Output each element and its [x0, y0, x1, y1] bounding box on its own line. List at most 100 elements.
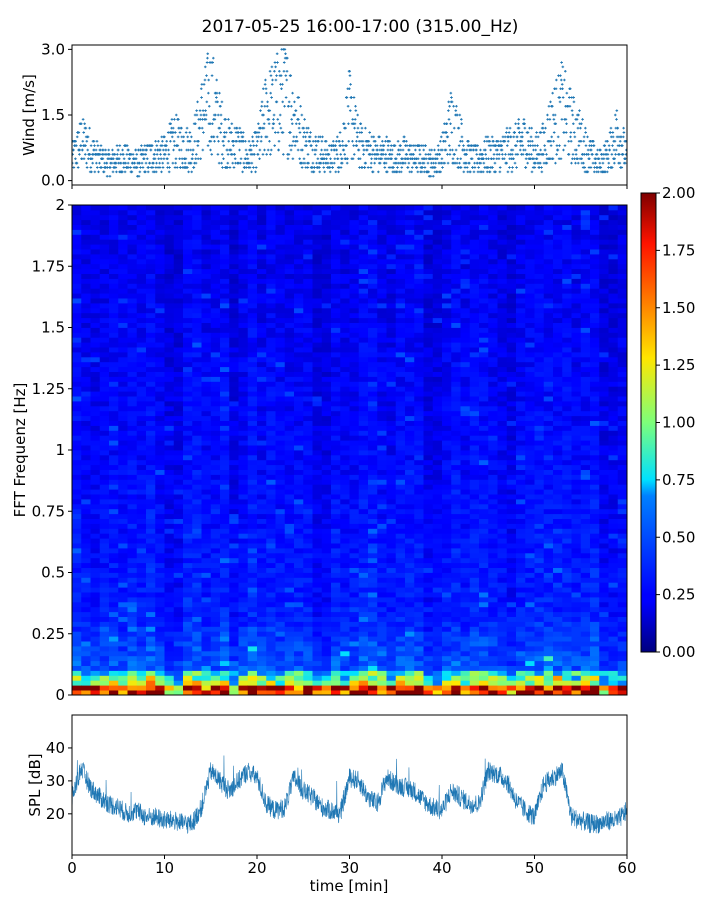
spectrogram-cell [247, 361, 258, 368]
wind-point [88, 126, 91, 130]
wind-point [507, 131, 511, 134]
spectrogram-cell [192, 278, 202, 284]
spectrogram-cell [275, 577, 286, 583]
spectrogram-cell [220, 641, 230, 647]
spectrogram-cell [266, 303, 276, 309]
spectrogram-cell [72, 572, 82, 578]
spectrogram-cell [118, 219, 128, 225]
spectrogram-cell [136, 469, 147, 475]
spectrogram-cell [321, 435, 332, 441]
spectrogram-cell [321, 312, 332, 319]
spectrogram-cell [192, 405, 202, 412]
spectrogram-cell [118, 518, 128, 524]
spectrogram-cell [90, 508, 101, 515]
wind-point [616, 126, 620, 130]
spectrogram-cell [109, 479, 119, 485]
wind-point [603, 144, 607, 147]
spectrogram-cell [294, 268, 304, 274]
spectrogram-cell [229, 396, 239, 402]
wind-point [175, 166, 179, 169]
spectrogram-cell [81, 396, 91, 402]
spectrogram-cell [266, 552, 276, 559]
wind-point [503, 139, 507, 143]
spectrogram-cell [72, 209, 82, 216]
spectrogram-cell [72, 420, 82, 426]
wind-point [244, 139, 247, 143]
spectrogram-cell [275, 685, 286, 691]
spectrogram-cell [183, 347, 193, 353]
spectrogram-cell [349, 543, 360, 549]
spectrogram-cell [136, 484, 147, 490]
spectrogram-cell [284, 381, 295, 387]
spectrogram-cell [340, 518, 350, 524]
wind-point [512, 157, 515, 161]
wind-point [450, 131, 454, 134]
spectrogram-cell [118, 464, 128, 470]
spectrogram-cell [284, 229, 295, 235]
spectrogram-cell [284, 562, 295, 568]
spectrogram-cell [201, 646, 212, 652]
spectrogram-cell [303, 376, 313, 382]
spectrogram-cell [247, 214, 258, 221]
spectrogram-cell [275, 327, 286, 333]
spectrogram-cell [266, 219, 276, 225]
spectrogram-cell [312, 352, 323, 358]
spectrogram-cell [349, 229, 360, 235]
wind-point [274, 78, 278, 82]
spectrogram-cell [312, 337, 323, 343]
spectrogram-cell [238, 342, 249, 348]
wind-point [81, 118, 85, 121]
spectrogram-cell [136, 391, 147, 397]
spectrogram-cell [294, 641, 304, 647]
wind-point [501, 153, 504, 156]
spectrogram-cell [312, 430, 323, 436]
wind-point [424, 153, 428, 156]
spectrogram-cell [201, 234, 212, 240]
spectrogram-cell [118, 621, 128, 627]
wind-point [581, 118, 584, 121]
wind-point [482, 157, 485, 161]
spectrogram-cell [118, 401, 128, 407]
spectrogram-cell [321, 533, 332, 539]
spectrogram-cell [210, 361, 221, 368]
spectrogram-cell [275, 430, 286, 436]
spectrogram-cell [275, 445, 286, 451]
spectrogram-cell [192, 381, 202, 387]
wind-point [552, 118, 556, 121]
spectrogram-cell [201, 342, 212, 348]
wind-point [441, 166, 444, 169]
spectrogram-cell [266, 616, 276, 622]
spectrogram-cell [72, 366, 82, 372]
spectrogram-cell [201, 660, 212, 666]
spectrogram-cell [81, 307, 91, 314]
spectrogram-cell [247, 440, 258, 446]
spectrogram-cell [192, 430, 202, 436]
spectrogram-cell [109, 352, 119, 358]
spectrogram-cell [275, 690, 286, 696]
spectrogram-cell [349, 283, 360, 289]
spectrogram-cell [247, 459, 258, 466]
spectrogram-cell [136, 636, 147, 642]
spectrogram-cell [340, 646, 350, 652]
spectrogram-cell [358, 454, 369, 461]
spectrogram-cell [146, 464, 156, 470]
spectrogram-cell [257, 356, 267, 363]
wind-point [277, 148, 280, 152]
wind-point [530, 170, 534, 174]
spectrogram-cell [247, 298, 258, 304]
spectrogram-cell [312, 646, 323, 652]
spectrogram-cell [164, 303, 175, 309]
spectrogram-cell [173, 641, 184, 647]
spectrogram-cell [99, 244, 110, 250]
wind-point [559, 157, 563, 161]
wind-point [169, 139, 172, 143]
wind-point [256, 153, 260, 156]
spectrogram-cell [136, 650, 147, 657]
spectrogram-cell [201, 606, 212, 613]
spectrogram-cell [303, 386, 313, 392]
spectrogram-cell [127, 415, 138, 421]
spectrogram-cell [146, 499, 156, 505]
spectrogram-cell [340, 337, 350, 343]
spectrogram-cell [331, 670, 341, 676]
spectrogram-cell [294, 361, 304, 368]
